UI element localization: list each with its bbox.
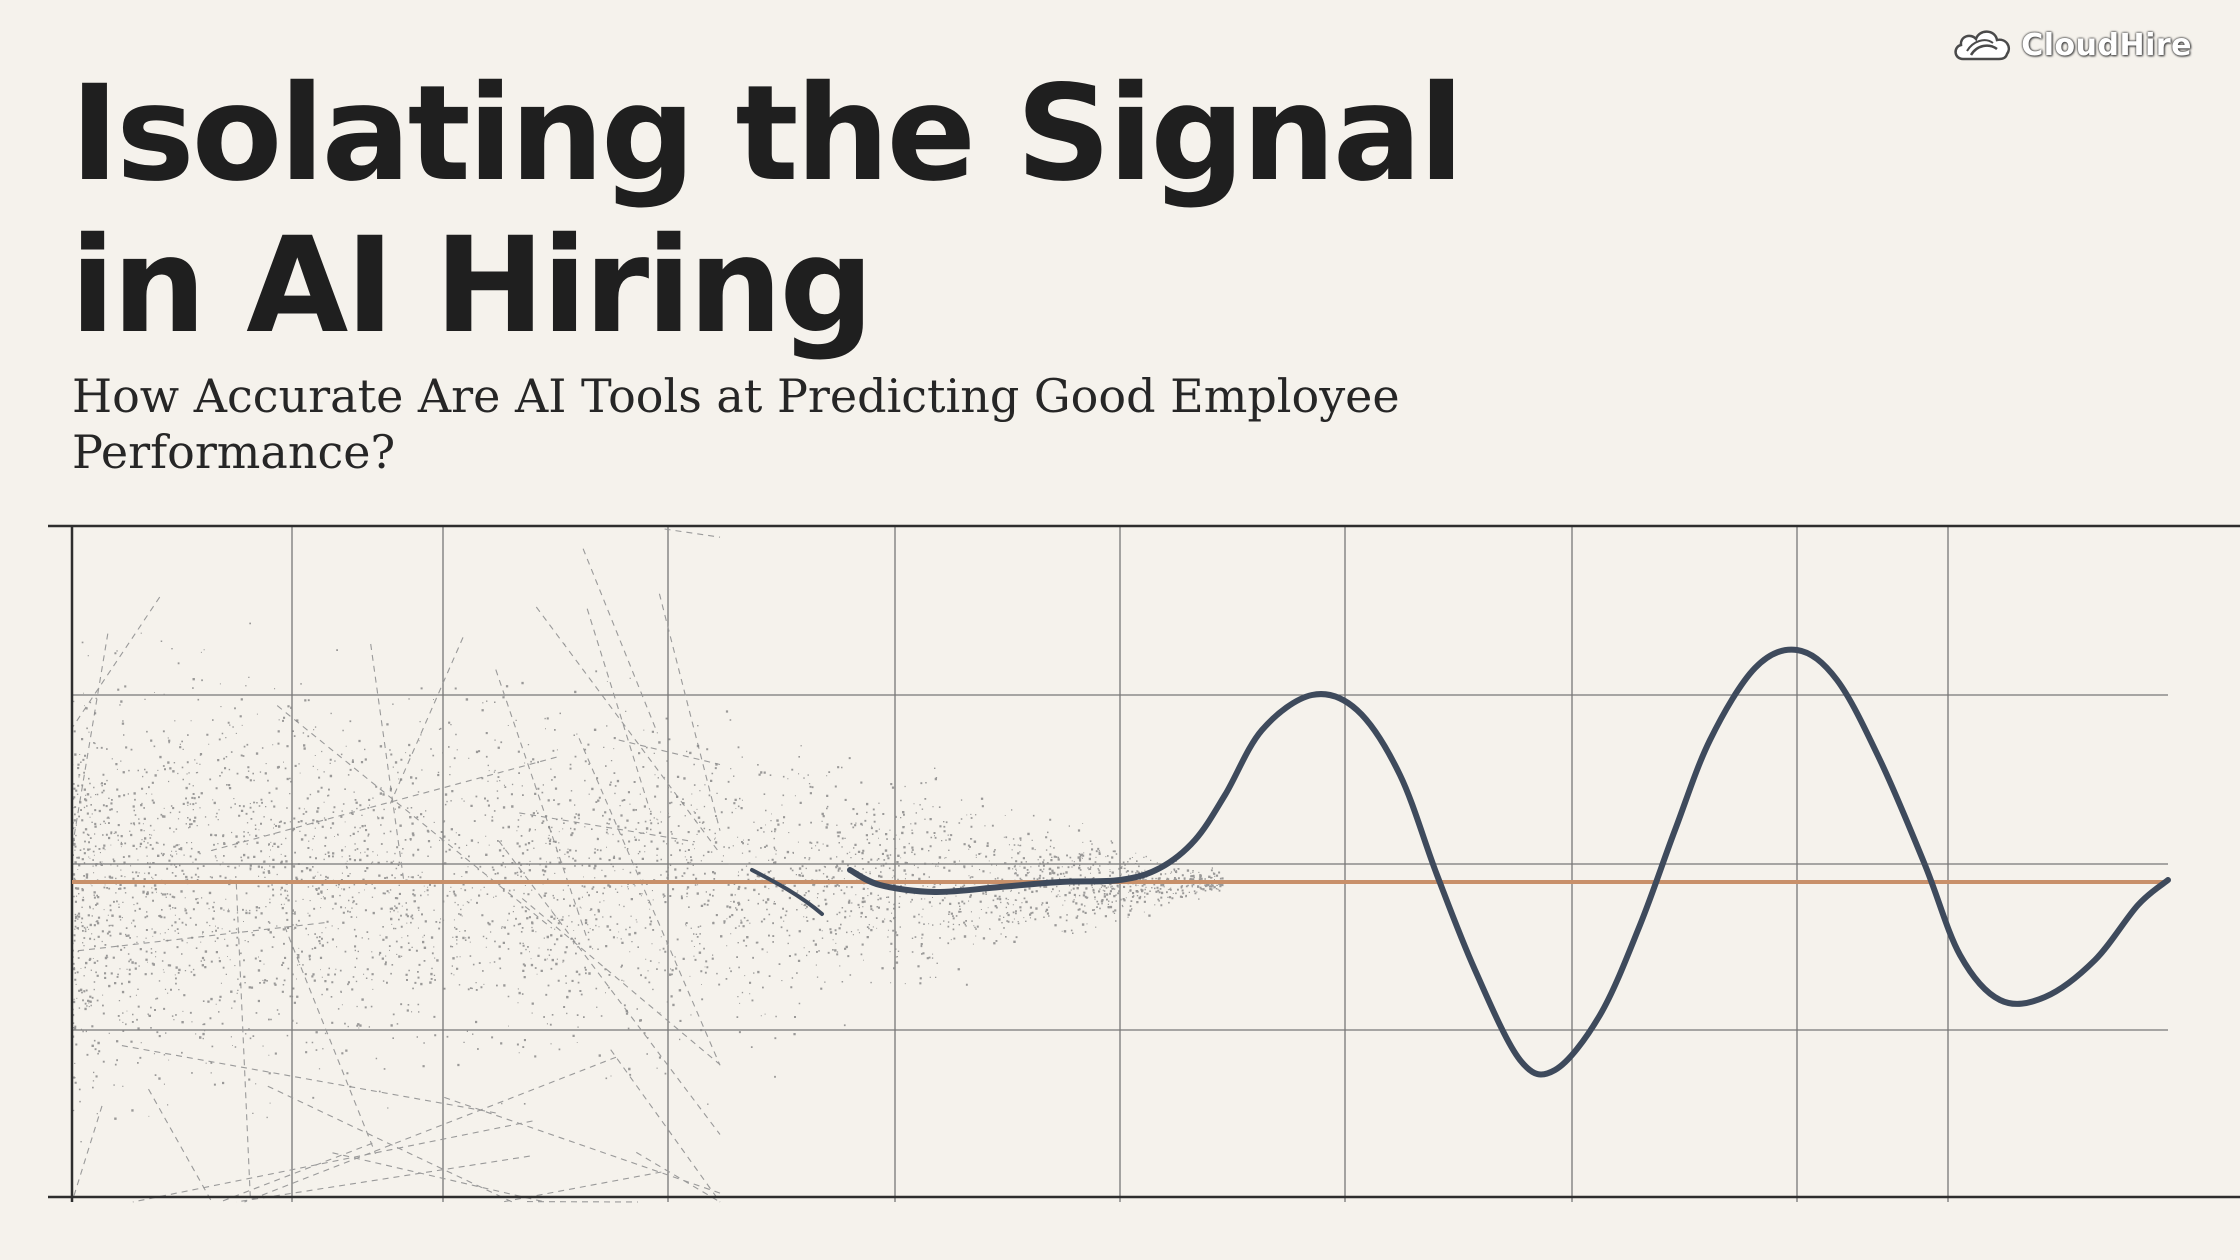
hatch-line (148, 1088, 213, 1203)
hatch-line (121, 1045, 496, 1114)
hatch-line (71, 1105, 103, 1203)
hatch-line (267, 1085, 513, 1203)
hatch-line (71, 922, 325, 952)
hatch-line (219, 1142, 373, 1203)
hatch-line (586, 608, 651, 810)
hatch-line (519, 812, 695, 843)
hatch-line (132, 1120, 533, 1203)
title-line-1: Isolating the Signal (70, 57, 1464, 211)
hatch-line (389, 637, 464, 804)
subtitle-line-1: How Accurate Are AI Tools at Predicting … (72, 369, 1400, 423)
hatch-line (521, 898, 721, 1066)
cloud-icon (1954, 30, 2011, 61)
hatch-line (370, 643, 405, 884)
hatch-line (578, 738, 721, 1066)
hatch-line (71, 633, 109, 849)
hatch-line (636, 1151, 721, 1203)
noise-hatch-lines (71, 528, 721, 1203)
hatch-line (209, 756, 557, 852)
hatch-line (332, 1152, 546, 1203)
logo-text: CloudHire (2021, 27, 2192, 63)
hatch-line (284, 926, 377, 1155)
hatch-line (658, 593, 721, 831)
hatch-line (276, 705, 553, 929)
title-line-2: in AI Hiring (70, 209, 874, 363)
hatch-line (582, 548, 659, 734)
hatch-line (236, 1155, 530, 1203)
hatch-line (610, 1049, 721, 1203)
signal-fragment (750, 868, 824, 916)
hatch-line (618, 739, 721, 766)
hatch-line (444, 1096, 721, 1194)
signal-wave (847, 646, 2171, 1078)
grid-lines (72, 526, 2168, 1202)
hatch-line (535, 606, 721, 854)
hatch-line (71, 596, 161, 729)
subtitle-line-2: Performance? (72, 425, 396, 479)
hatch-line (244, 1056, 617, 1203)
page-subtitle: How Accurate Are AI Tools at Predicting … (72, 368, 1492, 480)
signal-noise-illustration (48, 524, 2240, 1203)
hatch-line (495, 669, 588, 939)
hatch-line (664, 528, 721, 538)
brand-logo: CloudHire (1951, 22, 2192, 68)
hatch-line (235, 883, 252, 1203)
page-title: Isolating the Signal in AI Hiring (70, 58, 1570, 362)
